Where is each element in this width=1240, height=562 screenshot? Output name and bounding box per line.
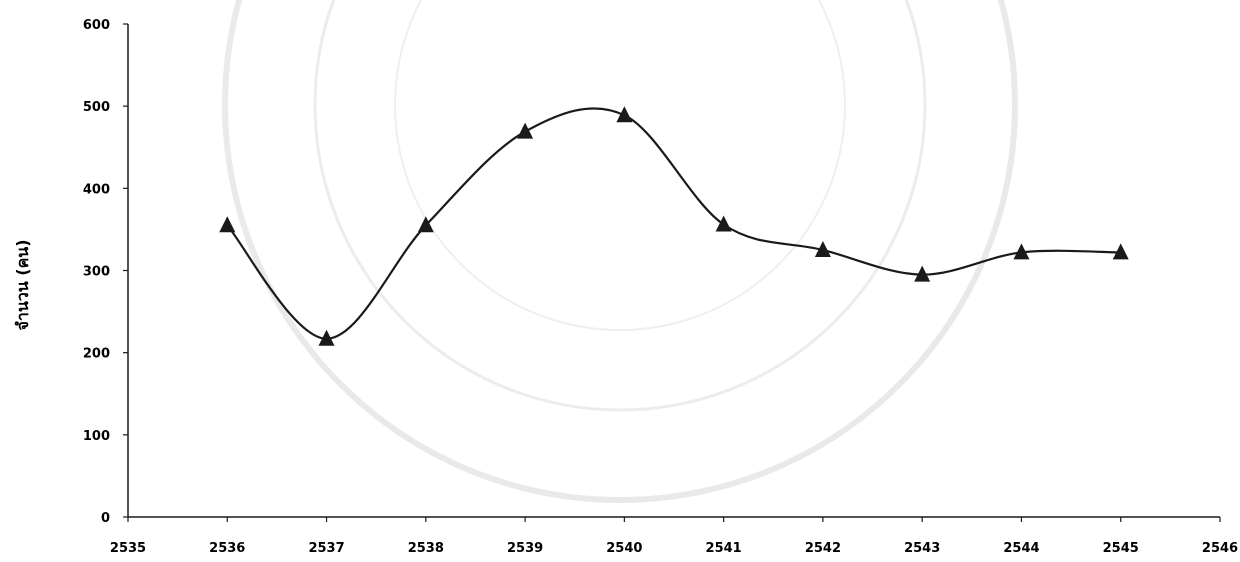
data-point-marker bbox=[219, 216, 236, 233]
y-tick-label: 500 bbox=[83, 100, 110, 115]
y-tick-label: 400 bbox=[83, 182, 110, 197]
series bbox=[219, 106, 1129, 346]
x-tick-label: 2536 bbox=[209, 541, 245, 556]
x-tick-label: 2545 bbox=[1103, 541, 1139, 556]
data-point-marker bbox=[517, 122, 534, 139]
y-tick-label: 100 bbox=[83, 429, 110, 444]
x-tick-label: 2537 bbox=[308, 541, 344, 556]
y-tick-label: 300 bbox=[83, 265, 110, 280]
y-tick-label: 200 bbox=[83, 347, 110, 362]
series-line bbox=[226, 107, 1121, 340]
data-point-marker bbox=[616, 106, 633, 123]
axes bbox=[127, 24, 1220, 518]
x-tick-label: 2540 bbox=[606, 541, 642, 556]
data-point-marker bbox=[318, 329, 335, 346]
x-tick-label: 2541 bbox=[706, 541, 742, 556]
x-tick-label: 2538 bbox=[408, 541, 444, 556]
y-tick-label: 0 bbox=[101, 511, 110, 526]
ticks: 0 100 200 300 400 500 600 2535 2536 2537 2538 2539 2… bbox=[83, 18, 1238, 556]
data-point-marker bbox=[914, 265, 931, 282]
data-point-marker bbox=[417, 216, 434, 233]
watermark-seal bbox=[222, 0, 1018, 503]
y-tick-label: 600 bbox=[83, 18, 110, 33]
x-tick-label: 2535 bbox=[110, 541, 146, 556]
x-tick-label: 2546 bbox=[1202, 541, 1238, 556]
x-tick-label: 2539 bbox=[507, 541, 543, 556]
x-tick-label: 2542 bbox=[805, 541, 841, 556]
data-point-marker bbox=[715, 215, 732, 232]
data-point-marker bbox=[814, 240, 831, 257]
data-point-marker bbox=[1112, 243, 1129, 260]
data-point-marker bbox=[1013, 243, 1030, 260]
y-axis-label: จำนวน (คน) bbox=[13, 239, 32, 330]
x-tick-label: 2544 bbox=[1003, 541, 1039, 556]
x-tick-label: 2543 bbox=[904, 541, 940, 556]
